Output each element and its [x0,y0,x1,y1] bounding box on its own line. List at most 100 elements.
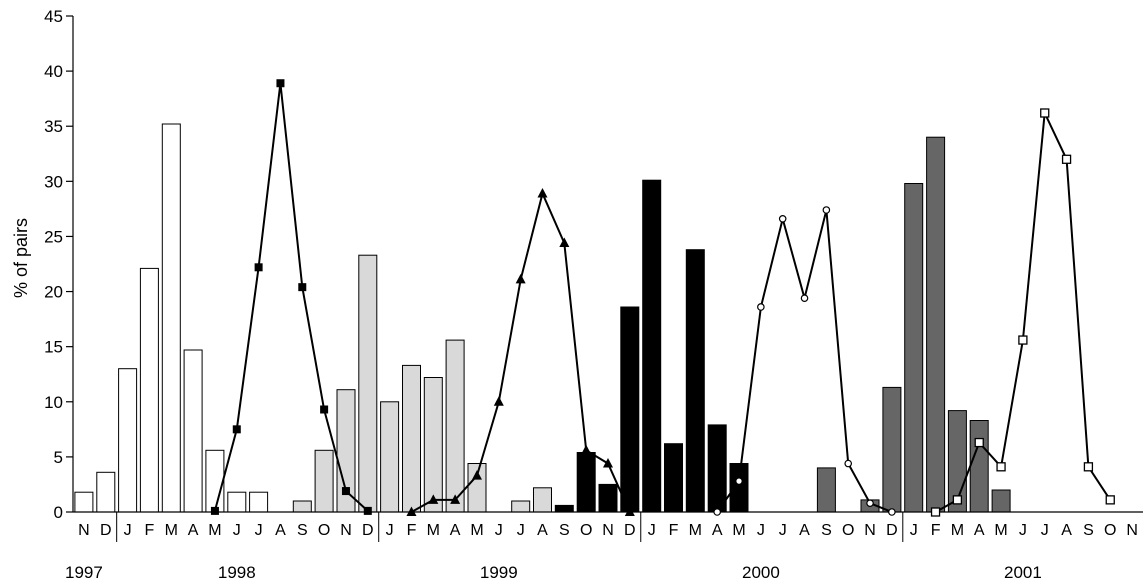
bar-white-2 [118,368,138,513]
month-label-3: F [145,522,155,539]
month-label-10: S [297,522,308,539]
month-label-27: F [669,522,679,539]
bar-darkgray-39 [926,136,946,513]
month-label-19: J [495,522,503,539]
month-label-15: F [407,522,417,539]
bar-black-28 [685,249,705,513]
point-filled-triangle-17 [450,494,461,504]
month-label-24: N [602,522,614,539]
year-label-1997: 1997 [65,563,103,582]
bars-group [74,123,1011,513]
point-open-circle-35 [844,459,853,468]
year-label-2001: 2001 [1004,563,1042,582]
point-filled-triangle-20 [515,273,526,284]
month-label-34: S [821,522,832,539]
point-filled-triangle-22 [559,237,570,248]
bar-darkgray-37 [882,386,902,513]
bar-black-25 [620,306,640,513]
month-label-4: M [165,522,178,539]
month-label-45: A [1061,522,1072,539]
y-tick-label-35: 35 [44,117,63,136]
y-tick-label-25: 25 [44,227,63,246]
bar-darkgray-38 [904,183,924,513]
month-label-7: J [233,522,241,539]
point-open-square-42 [996,462,1006,472]
point-open-square-45 [1061,154,1072,164]
bar-lightgray-15 [402,364,421,513]
bar-white-1 [96,471,116,513]
month-label-46: S [1083,522,1094,539]
bar-white-7 [227,491,247,513]
bar-lightgray-16 [423,377,443,513]
month-label-16: M [427,522,440,539]
bar-darkgray-34 [816,467,836,513]
bar-black-22 [554,504,574,513]
point-filled-square-11 [320,405,329,414]
month-label-30: M [732,522,745,539]
month-label-21: A [537,522,548,539]
point-open-square-44 [1040,108,1050,118]
point-filled-square-10 [298,283,307,292]
line-filled-square [213,83,369,512]
month-label-33: A [799,522,810,539]
bar-lightgray-13 [358,254,378,513]
point-filled-triangle-23 [581,444,592,455]
point-filled-square-13 [363,506,372,515]
point-filled-triangle-24 [603,458,613,468]
year-label-1998: 1998 [218,563,256,582]
point-filled-square-8 [254,263,263,272]
point-open-square-39 [930,507,941,517]
month-label-12: N [340,522,352,539]
month-label-13: D [362,522,374,539]
month-label-11: O [318,522,330,539]
y-tick-label-10: 10 [44,393,63,412]
year-label-2000: 2000 [742,563,780,582]
point-open-circle-29 [713,508,721,516]
month-label-6: M [208,522,221,539]
point-filled-triangle-21 [537,187,548,198]
point-open-square-46 [1083,462,1094,472]
point-filled-square-12 [341,487,350,496]
bar-lightgray-11 [314,449,334,513]
point-filled-square-6 [210,506,219,515]
bar-black-29 [707,424,727,513]
point-open-circle-37 [888,508,896,516]
bar-white-5 [183,349,203,513]
month-label-17: A [450,522,461,539]
point-open-circle-34 [822,206,831,214]
bar-lightgray-10 [292,500,312,513]
point-filled-triangle-18 [471,470,482,480]
year-label-1999: 1999 [480,563,518,582]
month-label-36: N [864,522,876,539]
point-filled-triangle-25 [624,506,635,516]
point-open-circle-33 [800,294,809,302]
month-label-18: M [470,522,483,539]
y-tick-label-40: 40 [44,62,63,81]
axes-group [66,15,1143,542]
month-label-8: J [255,522,263,539]
month-label-28: M [689,522,702,539]
point-filled-square-9 [276,79,285,88]
point-open-square-47 [1105,495,1115,505]
bar-darkgray-41 [969,420,989,513]
point-filled-triangle-16 [428,494,439,504]
month-label-35: O [842,522,854,539]
y-tick-label-45: 45 [44,7,63,26]
bar-black-24 [598,483,618,513]
bar-black-23 [576,452,596,513]
point-open-circle-32 [778,215,787,223]
bar-lightgray-21 [533,487,552,513]
point-open-circle-30 [735,477,743,485]
line-filled-triangle [411,190,631,513]
month-label-31: J [757,522,765,539]
bar-white-6 [205,449,225,513]
month-label-47: O [1104,522,1116,539]
lines-group [210,79,1115,517]
bar-white-3 [139,267,159,513]
month-label-41: A [974,522,985,539]
month-label-1: D [100,522,112,539]
month-label-40: M [951,522,964,539]
point-filled-square-7 [232,425,241,434]
month-label-48: N [1126,522,1138,539]
